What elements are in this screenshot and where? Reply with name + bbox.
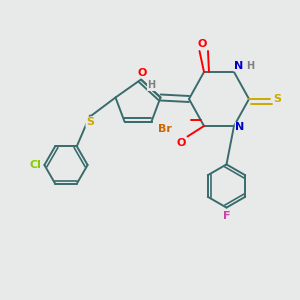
Text: O: O bbox=[177, 137, 186, 148]
Text: Br: Br bbox=[158, 124, 172, 134]
Text: Cl: Cl bbox=[29, 160, 41, 170]
Text: H: H bbox=[147, 80, 156, 91]
Text: S: S bbox=[86, 117, 94, 127]
Text: F: F bbox=[223, 211, 230, 221]
Text: O: O bbox=[138, 68, 147, 78]
Text: S: S bbox=[274, 94, 281, 104]
Text: H: H bbox=[246, 61, 255, 71]
Text: N: N bbox=[236, 122, 244, 133]
Text: N: N bbox=[234, 61, 243, 71]
Text: O: O bbox=[197, 39, 207, 50]
